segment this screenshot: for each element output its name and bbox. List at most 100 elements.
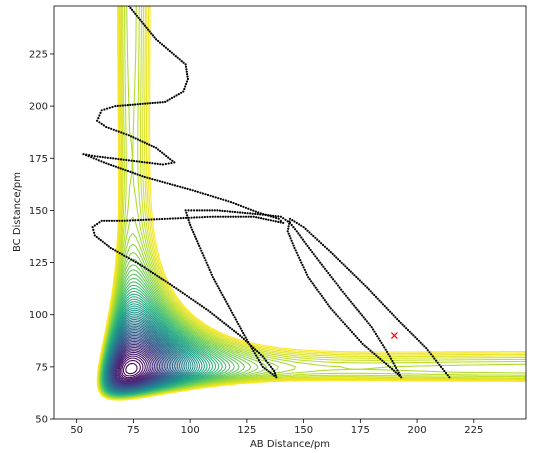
trajectory-point	[211, 209, 214, 212]
trajectory-point	[166, 281, 169, 284]
trajectory-point	[110, 163, 113, 167]
trajectory-point	[203, 209, 206, 212]
trajectory-point	[162, 278, 165, 281]
trajectory-point	[360, 281, 363, 284]
trajectory-point	[225, 323, 228, 326]
trajectory-point	[342, 321, 345, 324]
trajectory-point	[219, 215, 222, 218]
trajectory-point	[105, 243, 108, 246]
trajectory-point	[448, 376, 451, 379]
trajectory-point	[126, 104, 129, 107]
trajectory-point	[312, 234, 315, 238]
trajectory-point	[158, 218, 161, 221]
trajectory-point	[275, 376, 278, 379]
contour-line	[115, 348, 154, 384]
trajectory-point	[302, 266, 305, 269]
trajectory-point	[239, 204, 242, 207]
trajectory-point	[330, 276, 333, 279]
trajectory-point	[256, 356, 259, 359]
trajectory-point	[190, 226, 193, 229]
trajectory-point	[335, 313, 338, 316]
trajectory-point	[372, 328, 375, 331]
trajectory-point	[388, 355, 391, 358]
trajectory-point	[323, 267, 327, 270]
trajectory-point	[312, 253, 315, 256]
trajectory-point	[351, 272, 354, 275]
trajectory-point	[136, 138, 140, 141]
trajectory-point	[325, 269, 328, 272]
trajectory-point	[209, 194, 212, 197]
trajectory-point	[224, 199, 227, 202]
trajectory-point	[153, 218, 156, 221]
trajectory-point	[101, 240, 104, 243]
trajectory-point	[207, 266, 210, 269]
trajectory-point	[249, 345, 252, 348]
trajectory-point	[381, 303, 385, 306]
trajectory-point	[279, 215, 282, 218]
trajectory-point	[358, 338, 361, 342]
trajectory-point	[198, 216, 201, 219]
trajectory-point	[194, 235, 197, 238]
trajectory-point	[126, 219, 129, 222]
trajectory-point	[186, 73, 189, 76]
trajectory-point	[272, 219, 275, 222]
trajectory-point	[246, 212, 249, 215]
trajectory-point	[185, 294, 189, 297]
trajectory-point	[303, 268, 306, 271]
trajectory-point	[398, 374, 401, 377]
y-tick-label: 200	[29, 102, 48, 113]
trajectory-point	[118, 252, 121, 255]
trajectory-point	[217, 317, 220, 320]
trajectory-point	[244, 215, 248, 218]
trajectory-point	[141, 140, 144, 143]
trajectory-point	[335, 256, 338, 259]
trajectory-point	[265, 368, 268, 371]
trajectory-point	[121, 104, 124, 107]
trajectory-point	[337, 258, 340, 261]
trajectory-point	[378, 299, 381, 302]
trajectory-point	[174, 55, 177, 58]
trajectory-point	[145, 142, 149, 145]
trajectory-point	[295, 230, 298, 233]
trajectory-point	[96, 155, 99, 158]
trajectory-point	[226, 210, 229, 213]
trajectory-point	[212, 195, 215, 198]
trajectory-point	[190, 216, 193, 219]
contour-line	[114, 345, 157, 385]
trajectory-point	[296, 254, 299, 257]
trajectory-point	[383, 305, 386, 308]
trajectory-point	[125, 255, 128, 258]
trajectory-point	[130, 135, 133, 138]
trajectory-point	[272, 214, 275, 217]
trajectory-point	[131, 8, 134, 11]
trajectory-point	[254, 210, 257, 213]
trajectory-point	[314, 236, 317, 239]
trajectory-point	[342, 263, 345, 266]
trajectory-point	[290, 223, 293, 227]
trajectory-point	[304, 227, 307, 230]
trajectory-point	[109, 157, 112, 160]
trajectory-point	[419, 341, 422, 344]
trajectory-point	[240, 329, 244, 332]
contour-line	[122, 359, 141, 377]
trajectory-point	[249, 208, 252, 211]
trajectory-point	[192, 299, 195, 302]
x-tick-label: 125	[237, 425, 256, 436]
trajectory-point	[291, 219, 294, 222]
contour-line	[117, 351, 150, 382]
trajectory-point	[350, 331, 354, 334]
trajectory-point	[288, 222, 291, 225]
trajectory-point	[386, 350, 389, 353]
trajectory-point	[173, 184, 177, 187]
trajectory-point	[215, 315, 218, 318]
trajectory-point	[387, 353, 390, 356]
trajectory-point	[322, 296, 325, 300]
trajectory-point	[114, 165, 117, 168]
trajectory-point	[173, 285, 176, 289]
trajectory-point	[206, 209, 209, 212]
trajectory-point	[426, 349, 429, 352]
trajectory-point	[289, 237, 292, 240]
trajectory-point	[200, 249, 203, 252]
trajectory-point	[147, 269, 150, 272]
contour-line	[125, 362, 138, 375]
